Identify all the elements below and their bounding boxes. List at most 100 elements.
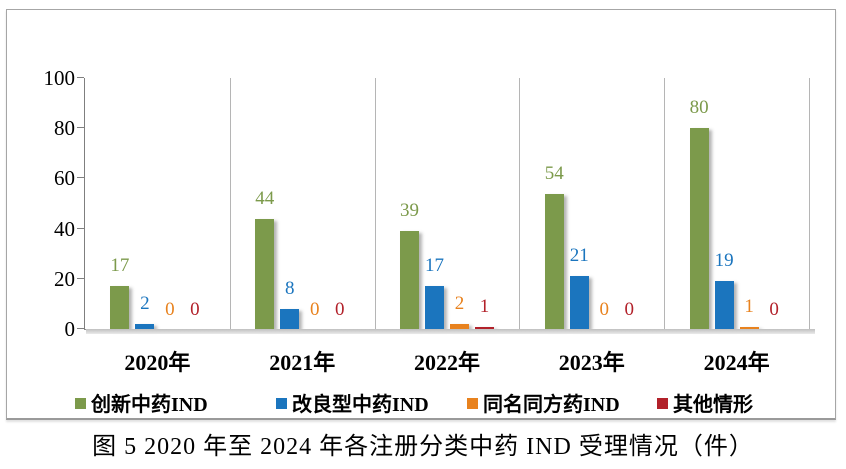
bar-group: 17 2 0 0 [85, 78, 230, 329]
bar [255, 218, 275, 329]
bar [689, 128, 709, 329]
y-tick-label: 40 [54, 216, 75, 241]
bar-slot: 17 [110, 78, 130, 329]
bar-slots: 17 2 0 0 [85, 78, 230, 329]
bar-value-label: 1 [479, 295, 490, 317]
category-separator [519, 78, 521, 329]
y-tick-label: 60 [54, 166, 75, 191]
bar-slot: 0 [185, 78, 204, 329]
y-tick-label: 20 [54, 266, 75, 291]
bar-value-label: 0 [599, 299, 610, 320]
bar-group: 39 17 2 1 [375, 78, 520, 329]
bar-slots: 39 17 2 1 [375, 78, 520, 329]
y-tick-mark [77, 227, 84, 229]
bar [739, 326, 759, 329]
bar-value-label: 80 [689, 97, 709, 119]
x-category-label: 2022年 [413, 350, 480, 375]
bar [569, 276, 589, 329]
bar [399, 231, 419, 329]
category-separator [374, 78, 376, 329]
legend-label: 改良型中药IND [292, 394, 429, 416]
y-tick-mark [77, 177, 84, 179]
x-category-label: 2021年 [269, 350, 336, 375]
bar-slot: 1 [474, 78, 494, 329]
legend-swatch [657, 398, 668, 409]
bar-slot: 44 [255, 78, 275, 329]
y-tick-label: 80 [54, 116, 75, 141]
bar-group: 54 21 0 0 [519, 78, 664, 329]
bar-slot: 0 [765, 78, 784, 329]
legend-swatch [276, 398, 287, 409]
bar-slot: 0 [595, 78, 614, 329]
legend-item: 同名同方药IND [467, 388, 620, 417]
x-category-label: 2023年 [558, 350, 625, 375]
y-tick-mark [77, 127, 84, 129]
bar-slot: 1 [739, 78, 759, 329]
bar-slot: 2 [449, 78, 469, 329]
bar-value-label: 0 [769, 299, 779, 320]
bar [449, 324, 469, 329]
bar-slot: 0 [160, 78, 179, 329]
bar-value-label: 2 [140, 293, 150, 314]
category-separator [229, 78, 231, 329]
bar-value-label: 21 [569, 245, 589, 267]
bar-slot: 54 [544, 78, 564, 329]
legend-item: 改良型中药IND [276, 388, 429, 417]
bar-value-label: 0 [309, 299, 320, 320]
bar-value-label: 17 [424, 255, 444, 277]
bar-value-label: 0 [624, 299, 635, 320]
bar-slot: 17 [424, 78, 444, 329]
bar [424, 286, 444, 329]
bar-value-label: 0 [165, 299, 175, 320]
bar-slot: 80 [689, 78, 709, 329]
bar-slots: 44 8 0 0 [230, 78, 375, 329]
bar [714, 281, 734, 329]
legend-swatch [467, 398, 478, 409]
bar-value-label: 44 [255, 187, 275, 209]
legend-label: 同名同方药IND [483, 394, 620, 416]
bar-slots: 80 19 1 0 [664, 78, 809, 329]
y-tick-label: 0 [64, 317, 76, 341]
bar-slot: 0 [330, 78, 349, 329]
bar-value-label: 39 [399, 200, 419, 222]
bar-value-label: 17 [110, 255, 130, 277]
bar-slot: 39 [399, 78, 419, 329]
bar [544, 193, 564, 329]
bar-value-label: 8 [284, 277, 295, 299]
bar-slot: 8 [280, 78, 300, 329]
bar-value-label: 54 [544, 162, 564, 184]
bar-group: 44 8 0 0 [230, 78, 375, 329]
y-tick-mark [77, 328, 84, 329]
bar-value-label: 1 [744, 295, 754, 317]
axis-floor-shadow [86, 329, 815, 334]
y-tick-mark [77, 77, 84, 78]
bar-value-label: 19 [714, 250, 734, 272]
y-tick-mark [77, 277, 84, 279]
x-category-label: 2020年 [124, 350, 191, 375]
bar [280, 308, 300, 329]
bar-slot: 21 [569, 78, 589, 329]
legend-item: 其他情形 [657, 388, 753, 417]
category-separator [664, 78, 666, 329]
legend-item: 创新中药IND [75, 388, 208, 417]
plot-area: 0 20 40 60 80 100 17 2 0 0 2020年 44 8 0 0 2021年 39 17 2 1 20… [44, 67, 815, 375]
bar-value-label: 0 [190, 299, 200, 320]
bar [135, 324, 155, 329]
bar-value-label: 0 [334, 299, 345, 320]
bar-slot: 0 [305, 78, 324, 329]
bar-slot: 2 [135, 78, 155, 329]
chart-frame: 0 20 40 60 80 100 17 2 0 0 2020年 44 8 0 0 2021年 39 17 2 1 20… [6, 9, 836, 420]
legend-swatch [75, 398, 86, 409]
figure-caption: 图 5 2020 年至 2024 年各注册分类中药 IND 受理情况（件） [92, 434, 754, 460]
bar-group: 80 19 1 0 [664, 78, 809, 329]
legend-label: 创新中药IND [91, 394, 208, 416]
y-tick-label: 100 [43, 66, 76, 90]
bar-value-label: 2 [454, 293, 465, 314]
bar-slot: 0 [620, 78, 639, 329]
bar [110, 286, 130, 329]
bar-slots: 54 21 0 0 [519, 78, 664, 329]
bar-slot: 19 [714, 78, 734, 329]
bar [474, 326, 494, 329]
legend-label: 其他情形 [673, 394, 753, 416]
